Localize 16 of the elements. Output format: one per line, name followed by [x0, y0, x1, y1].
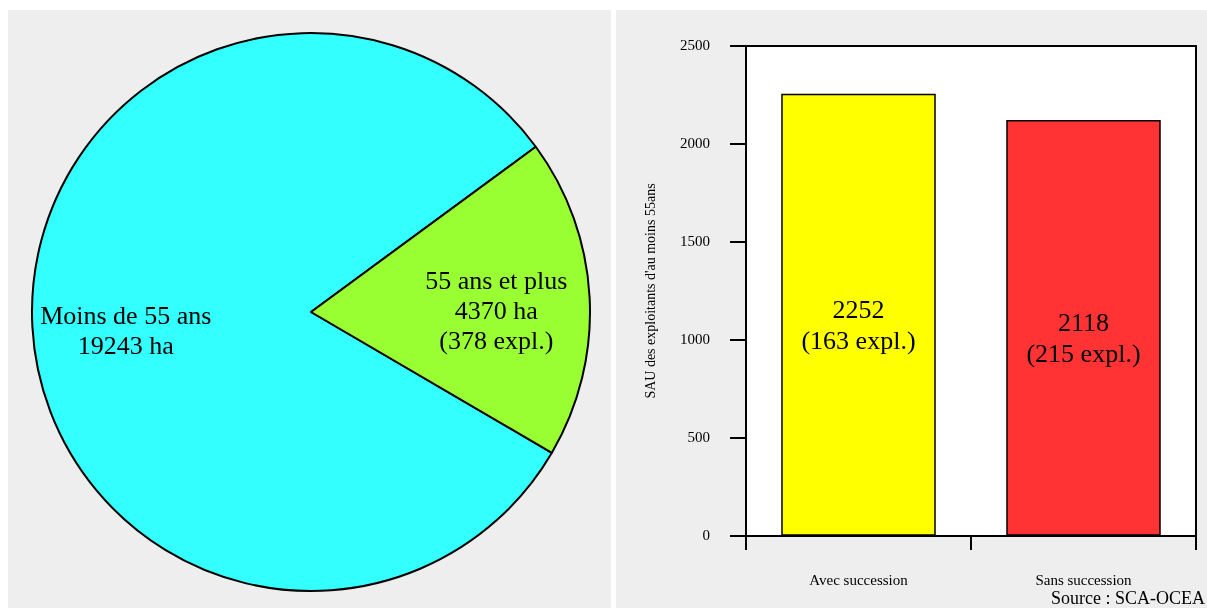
data-label: 2252 (163 expl.) [801, 295, 916, 356]
data-label: 19243 ha [77, 330, 175, 360]
y-tick-label: 500 [687, 428, 710, 445]
x-tick-label: Avec succession [809, 571, 909, 588]
y-tick-label: 1500 [680, 232, 710, 249]
y-tick-label: 1000 [680, 330, 710, 347]
y-tick-label: 2000 [680, 134, 710, 151]
y-tick-label: 0 [702, 526, 710, 543]
y-tick-label: 2500 [680, 36, 710, 53]
x-tick-label: Sans succession [1035, 571, 1133, 588]
data-label: 2118 (215 expl.) [1026, 308, 1141, 369]
y-axis-title: SAU des exploitants d'au moins 55ans [643, 183, 659, 399]
source-note: Source : SCA-OCEA [1051, 588, 1205, 608]
data-label: 4370 ha (378 expl.) [439, 296, 554, 356]
slice-label: Moins de 55 ans [40, 300, 212, 330]
slice-label: 55 ans et plus [425, 266, 568, 296]
